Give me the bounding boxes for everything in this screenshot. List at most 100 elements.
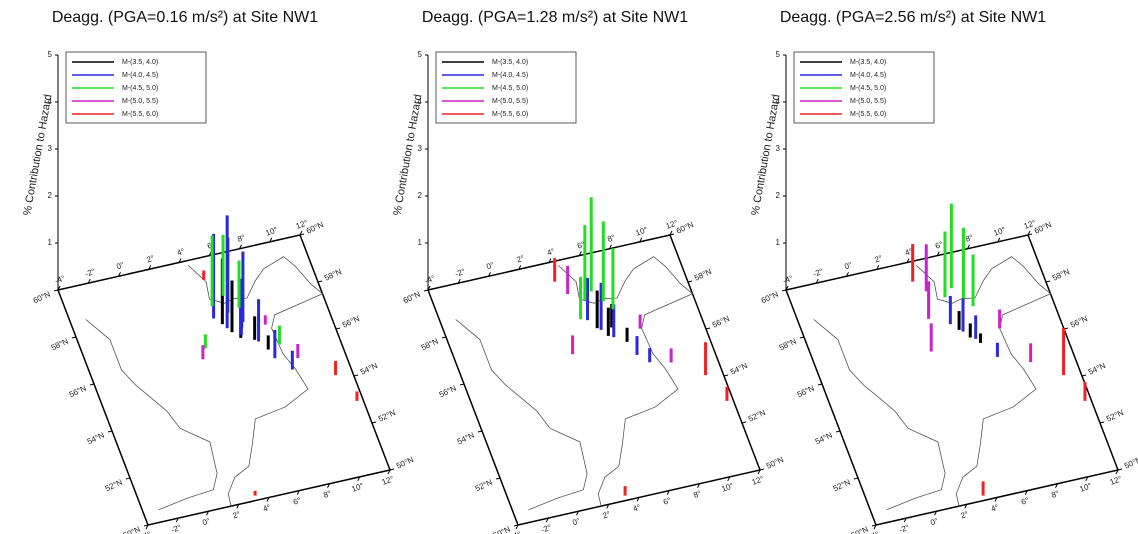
bar: [968, 323, 972, 338]
x-tick: [548, 258, 552, 263]
bar: [201, 345, 205, 360]
z-tick-label: 4: [418, 97, 423, 106]
bar: [579, 276, 583, 320]
y-tick-label: 58°N: [1051, 267, 1071, 283]
x-tick: [239, 244, 242, 249]
y-tick: [687, 280, 693, 283]
coastline: [455, 319, 588, 511]
x-tick-label: 2°: [231, 509, 241, 520]
bar: [586, 277, 590, 321]
coastline: [188, 256, 324, 507]
bar: [566, 265, 570, 295]
bar: [266, 335, 270, 350]
x-tick-label: 12°: [751, 474, 765, 487]
x-tick: [145, 524, 149, 530]
z-tick-label: 3: [776, 144, 781, 153]
x-tick: [57, 285, 61, 291]
y-tick: [669, 233, 675, 236]
x-tick-label: -4°: [423, 274, 436, 286]
y-tick-label: 50°N: [1123, 455, 1138, 471]
y-tick: [513, 524, 519, 527]
x-tick-label: 0°: [115, 260, 125, 271]
y-tick-label: 52°N: [1105, 408, 1125, 424]
y-tick-label: 50°N: [122, 524, 142, 534]
x-tick: [967, 244, 970, 249]
x-tick: [576, 511, 579, 516]
x-tick-label: 12°: [381, 474, 395, 487]
legend-label: M-(4.5, 5.0): [122, 85, 158, 92]
legend-label: M-(4.0, 4.5): [850, 72, 886, 79]
bar: [612, 304, 616, 338]
y-tick: [799, 336, 805, 339]
y-tick: [353, 374, 359, 377]
z-tick-label: 3: [418, 144, 423, 153]
bar: [599, 282, 603, 330]
bar: [929, 323, 933, 352]
legend-label: M-(3.5, 4.0): [122, 59, 158, 66]
bar: [606, 307, 610, 336]
y-tick: [477, 430, 483, 433]
x-tick-label: 2°: [515, 253, 525, 264]
bar: [571, 335, 575, 355]
panel: Deagg. (PGA=2.56 m/s²) at Site NW112345%…: [749, 9, 1138, 534]
x-tick: [815, 278, 819, 284]
x-tick-label: 10°: [992, 225, 1006, 238]
legend-label: M-(5.5, 6.0): [122, 111, 158, 118]
bar: [704, 342, 708, 376]
y-tick: [335, 327, 341, 330]
y-tick: [317, 280, 323, 283]
x-tick-label: 12°: [295, 218, 309, 231]
x-tick: [609, 244, 612, 249]
x-tick: [269, 237, 273, 243]
bar: [553, 258, 557, 282]
y-tick-label: 54°N: [729, 361, 749, 377]
y-tick-label: 58°N: [420, 336, 440, 352]
bar: [961, 227, 965, 299]
y-tick: [459, 383, 465, 386]
x-tick-label: -2°: [170, 523, 183, 534]
bar: [263, 315, 267, 325]
panel: Deagg. (PGA=1.28 m/s²) at Site NW112345%…: [391, 9, 785, 534]
y-tick: [299, 233, 305, 236]
z-tick-label: 2: [48, 191, 53, 200]
y-tick: [1027, 233, 1033, 236]
bar: [583, 225, 587, 301]
x-tick-label: 8°: [606, 233, 616, 244]
y-tick-label: 56°N: [1069, 314, 1089, 330]
bar: [1083, 382, 1087, 401]
y-tick: [759, 468, 765, 471]
bar: [334, 360, 338, 376]
y-tick-label: 52°N: [474, 477, 494, 493]
y-tick-label: 56°N: [796, 383, 816, 399]
y-tick-label: 60°N: [760, 289, 780, 305]
bar: [623, 486, 627, 496]
x-tick: [727, 476, 731, 482]
y-tick: [1081, 374, 1087, 377]
x-tick: [427, 285, 431, 291]
x-tick: [639, 237, 643, 243]
x-tick-label: 4°: [176, 247, 186, 258]
y-tick: [143, 524, 149, 527]
bar: [998, 309, 1002, 329]
bar: [239, 278, 243, 336]
bar: [226, 237, 230, 313]
x-tick-label: 8°: [964, 233, 974, 244]
y-tick: [871, 524, 877, 527]
bar: [355, 391, 359, 401]
x-tick: [387, 469, 391, 475]
x-tick-label: 2°: [145, 253, 155, 264]
y-tick: [371, 421, 377, 424]
legend-label: M-(3.5, 4.0): [492, 59, 528, 66]
legend-label: M-(5.0, 5.5): [122, 98, 158, 105]
x-tick: [606, 504, 610, 509]
legend-label: M-(4.0, 4.5): [492, 72, 528, 79]
x-tick-label: 6°: [662, 496, 672, 507]
y-tick-label: 54°N: [1087, 361, 1107, 377]
x-tick: [1027, 230, 1031, 236]
z-tick-label: 5: [48, 50, 53, 59]
x-tick: [903, 517, 907, 523]
y-tick-label: 50°N: [765, 455, 785, 471]
legend-label: M-(4.0, 4.5): [122, 72, 158, 79]
x-tick-label: 6°: [934, 240, 944, 251]
